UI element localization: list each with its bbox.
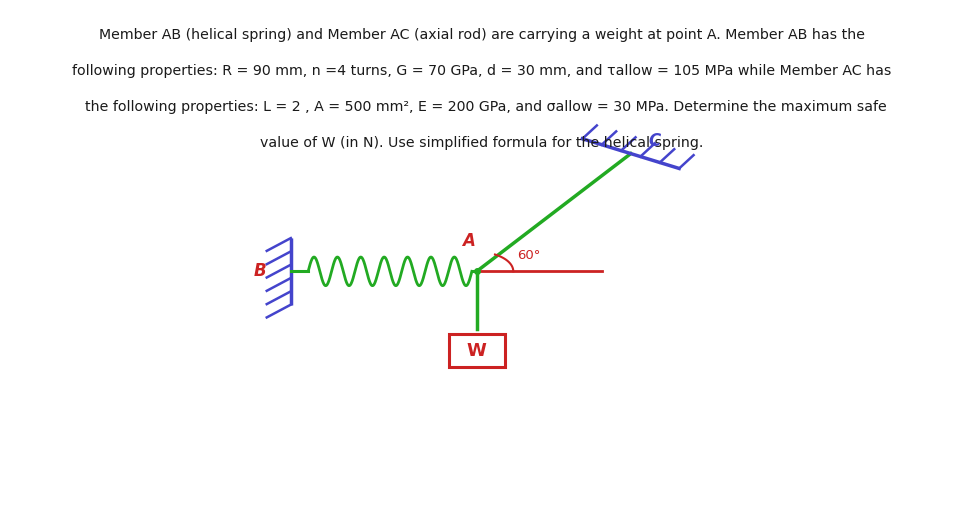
Text: value of W (in N). Use simplified formula for the helical spring.: value of W (in N). Use simplified formul… [260,136,703,150]
Bar [449,334,505,368]
Text: A: A [462,232,476,250]
Text: W: W [467,342,486,360]
Text: following properties: R = 90 mm, n =4 turns, G = 70 GPa, d = 30 mm, and τallow =: following properties: R = 90 mm, n =4 tu… [72,64,891,78]
Text: B: B [254,262,267,281]
Text: 60°: 60° [517,249,540,262]
Text: the following properties: L = 2 , A = 500 mm², E = 200 GPa, and σallow = 30 MPa.: the following properties: L = 2 , A = 50… [76,100,887,114]
Text: Member AB (helical spring) and Member AC (axial rod) are carrying a weight at po: Member AB (helical spring) and Member AC… [98,28,865,42]
Text: C: C [648,132,661,150]
